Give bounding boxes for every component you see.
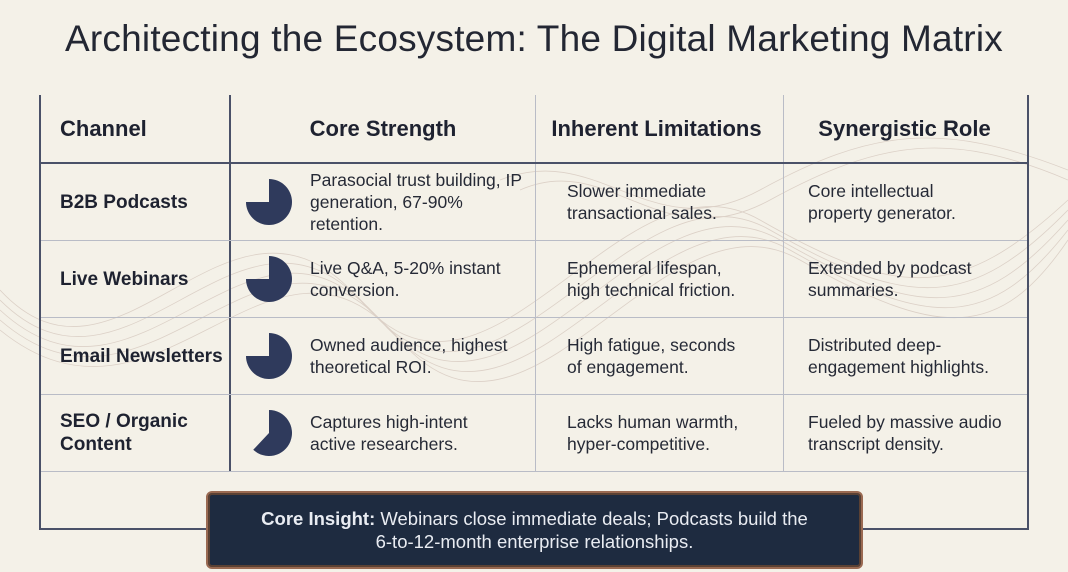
- table-header-row: Channel Core Strength Inherent Limitatio…: [41, 95, 1027, 164]
- table-row: Live Webinars Live Q&A, 5-20% instant con…: [41, 241, 1027, 318]
- insight-text: Webinars close immediate deals; Podcasts…: [375, 508, 808, 529]
- pie-chart-icon: [246, 333, 292, 379]
- role-line: transcript density.: [808, 434, 944, 454]
- table-row: SEO / Organic Content Captures high-inten…: [41, 395, 1027, 472]
- pie-chart-icon: [246, 256, 292, 302]
- role-line: summaries.: [808, 280, 899, 300]
- core-strength-cell: Live Q&A, 5-20% instant conversion.: [231, 241, 536, 317]
- channel-cell: SEO / Organic Content: [41, 395, 231, 471]
- insight-label: Core Insight:: [261, 508, 376, 529]
- strength-line: generation, 67-90% retention.: [310, 192, 463, 234]
- synergistic-role-cell: Extended by podcast summaries.: [784, 241, 1027, 317]
- marketing-matrix-table: Channel Core Strength Inherent Limitatio…: [39, 95, 1029, 530]
- strength-line: Parasocial trust building, IP: [310, 170, 523, 190]
- strength-line: conversion.: [310, 280, 400, 300]
- role-line: Core intellectual: [808, 181, 934, 201]
- channel-name: SEO / Organic: [60, 411, 188, 432]
- strength-line: Live Q&A, 5-20% instant: [310, 258, 501, 278]
- page-title: Architecting the Ecosystem: The Digital …: [65, 18, 1003, 59]
- core-insight-box: Core Insight: Webinars close immediate d…: [206, 491, 863, 569]
- strength-line: active researchers.: [310, 434, 458, 454]
- limitations-line: Lacks human warmth,: [567, 412, 739, 432]
- core-strength-cell: Owned audience, highest theoretical ROI.: [231, 318, 536, 394]
- limitations-line: High fatigue, seconds: [567, 335, 736, 355]
- pie-chart-icon: [253, 410, 293, 456]
- channel-name: Content: [60, 434, 132, 455]
- column-header-core-strength: Core Strength: [231, 95, 536, 162]
- pie-filled-slice: [253, 410, 293, 456]
- channel-name: B2B Podcasts: [60, 191, 188, 213]
- pie-filled-slice: [246, 179, 292, 225]
- pie-filled-slice: [246, 333, 292, 379]
- role-line: Extended by podcast: [808, 258, 972, 278]
- limitations-line: hyper-competitive.: [567, 434, 710, 454]
- synergistic-role-cell: Fueled by massive audio transcript densit…: [784, 395, 1027, 471]
- column-header-synergistic-role: Synergistic Role: [818, 115, 991, 141]
- limitations-line: of engagement.: [567, 357, 689, 377]
- limitations-line: Slower immediate: [567, 181, 707, 201]
- channel-name: Email Newsletters: [60, 345, 223, 367]
- channel-cell: Live Webinars: [41, 241, 231, 317]
- limitations-line: high technical friction.: [567, 280, 736, 300]
- limitations-cell: Ephemeral lifespan, high technical fricti…: [536, 241, 784, 317]
- role-line: Fueled by massive audio: [808, 412, 1002, 432]
- column-header-inherent-limitations: Inherent Limitations: [536, 95, 784, 162]
- column-header-channel: Channel: [41, 95, 231, 162]
- strength-line: theoretical ROI.: [310, 357, 432, 377]
- role-line: property generator.: [808, 203, 956, 223]
- core-strength-cell: Parasocial trust building, IP generation,…: [231, 164, 536, 240]
- synergistic-role-cell: Core intellectual property generator.: [784, 164, 1027, 240]
- core-strength-cell: Captures high-intent active researchers.: [231, 395, 536, 471]
- strength-line: Captures high-intent: [310, 412, 468, 432]
- strength-line: Owned audience, highest: [310, 335, 508, 355]
- channel-cell: B2B Podcasts: [41, 164, 231, 240]
- role-line: Distributed deep-: [808, 335, 942, 355]
- table-row: Email Newsletters Owned audience, highes…: [41, 318, 1027, 395]
- pie-filled-slice: [246, 256, 292, 302]
- synergistic-role-cell: Distributed deep-engagement highlights.: [784, 318, 1027, 394]
- limitations-line: Ephemeral lifespan,: [567, 258, 722, 278]
- limitations-cell: Slower immediate transactional sales.: [536, 164, 784, 240]
- table-row: B2B Podcasts Parasocial trust building, …: [41, 164, 1027, 241]
- channel-cell: Email Newsletters: [41, 318, 231, 394]
- insight-text: 6-to-12-month enterprise relationships.: [375, 531, 694, 552]
- limitations-line: transactional sales.: [567, 203, 717, 223]
- limitations-cell: High fatigue, seconds of engagement.: [536, 318, 784, 394]
- channel-name: Live Webinars: [60, 268, 189, 290]
- pie-chart-icon: [246, 179, 292, 225]
- role-line: engagement highlights.: [808, 357, 989, 377]
- limitations-cell: Lacks human warmth, hyper-competitive.: [536, 395, 784, 471]
